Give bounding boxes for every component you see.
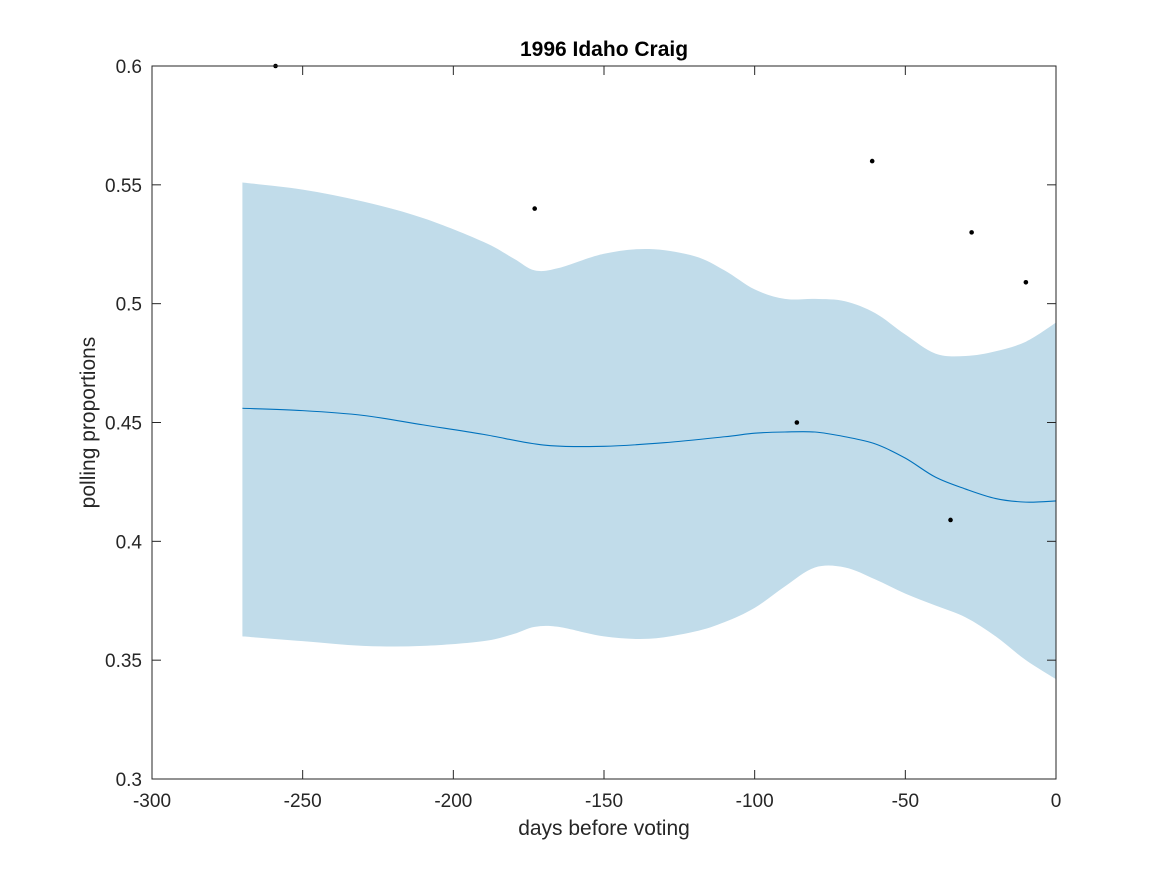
- x-tick-label: -50: [892, 791, 919, 812]
- y-tick-label: 0.5: [116, 295, 142, 316]
- chart-title: 1996 Idaho Craig: [520, 38, 688, 61]
- x-tick-label: -200: [434, 791, 472, 812]
- data-point: [969, 230, 974, 235]
- axis-ticks: [151, 65, 1057, 780]
- data-point: [869, 158, 875, 164]
- y-tick-label: 0.3: [116, 770, 142, 791]
- y-tick-label: 0.45: [105, 414, 142, 435]
- data-point: [948, 517, 953, 523]
- y-tick-label: 0.55: [105, 176, 142, 197]
- x-tick-label: -100: [736, 791, 774, 812]
- y-tick-label: 0.4: [116, 532, 143, 553]
- x-axis-title: days before voting: [518, 817, 690, 840]
- y-tick-label: 0.6: [116, 57, 142, 78]
- series-line: [242, 407, 1057, 503]
- data-point: [532, 206, 537, 211]
- x-tick-label: 0: [1051, 791, 1062, 812]
- x-tick-label: -300: [133, 791, 171, 812]
- confidence-band: [242, 182, 1056, 680]
- y-tick-label: 0.35: [105, 651, 142, 672]
- tick-labels: -300 -250 -200 -150 -100 -50 0 0.3 0.35 0.4 0.45 0.…: [105, 57, 1061, 812]
- data-points: [273, 63, 1029, 523]
- x-tick-label: -150: [585, 791, 623, 812]
- data-point: [1023, 279, 1029, 285]
- data-point: [794, 420, 800, 425]
- y-axis-title: polling proportions: [77, 337, 100, 509]
- x-tick-label: -250: [284, 791, 322, 812]
